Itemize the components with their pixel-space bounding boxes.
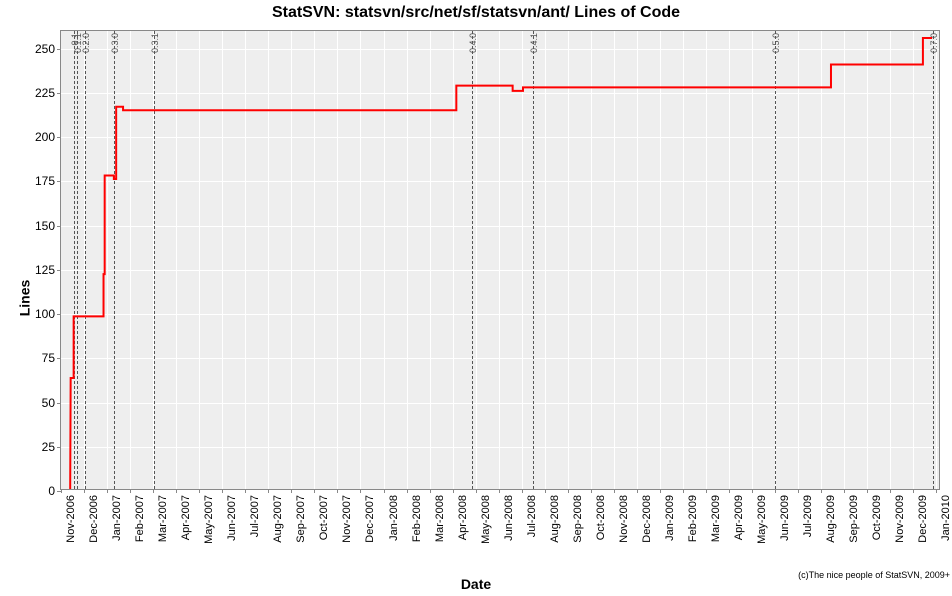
x-tick-mark [798,489,799,493]
x-tick-label: Oct-2007 [318,495,330,540]
x-tick-label: Jun-2009 [779,495,791,541]
x-tick-mark [844,489,845,493]
x-tick-label: Nov-2006 [65,495,77,543]
x-tick-mark [268,489,269,493]
x-tick-mark [314,489,315,493]
x-tick-mark [337,489,338,493]
x-tick-label: Jul-2009 [802,495,814,537]
x-tick-mark [430,489,431,493]
x-tick-mark [913,489,914,493]
x-tick-label: Oct-2008 [595,495,607,540]
x-tick-mark [867,489,868,493]
x-tick-mark [384,489,385,493]
x-tick-mark [84,489,85,493]
x-tick-mark [199,489,200,493]
y-tick-label: 175 [35,174,55,188]
x-tick-mark [890,489,891,493]
x-tick-label: Nov-2008 [618,495,630,543]
x-tick-label: Nov-2007 [341,495,353,543]
x-tick-label: Sep-2008 [572,495,584,543]
x-tick-mark [936,489,937,493]
x-tick-mark [637,489,638,493]
x-tick-label: Feb-2009 [687,495,699,542]
x-tick-label: Feb-2008 [411,495,423,542]
x-tick-mark [222,489,223,493]
x-tick-label: Sep-2007 [295,495,307,543]
x-tick-mark [545,489,546,493]
x-tick-label: Mar-2007 [157,495,169,542]
x-tick-mark [775,489,776,493]
x-tick-label: Feb-2007 [134,495,146,542]
x-tick-mark [107,489,108,493]
data-line [61,31,939,489]
y-tick-label: 50 [42,396,55,410]
x-tick-mark [752,489,753,493]
x-tick-label: May-2009 [756,495,768,544]
x-tick-mark [706,489,707,493]
x-tick-mark [153,489,154,493]
y-tick-label: 200 [35,130,55,144]
y-tick-label: 150 [35,219,55,233]
x-tick-label: Oct-2009 [871,495,883,540]
x-tick-mark [407,489,408,493]
x-tick-label: Dec-2008 [641,495,653,543]
footer-credit: (c)The nice people of StatSVN, 2009+ [798,570,950,580]
x-tick-mark [568,489,569,493]
x-tick-label: Jan-2008 [388,495,400,541]
y-tick-label: 75 [42,351,55,365]
x-tick-label: Aug-2008 [549,495,561,543]
plot-area: 0255075100125150175200225250Nov-2006Dec-… [60,30,940,490]
x-tick-label: Jan-2010 [940,495,952,541]
x-tick-label: Jun-2007 [226,495,238,541]
x-tick-label: May-2007 [203,495,215,544]
x-tick-label: Aug-2009 [825,495,837,543]
x-tick-label: Jan-2009 [664,495,676,541]
x-tick-label: Mar-2009 [710,495,722,542]
x-tick-label: Jan-2007 [111,495,123,541]
y-tick-label: 225 [35,86,55,100]
x-tick-label: Jul-2007 [249,495,261,537]
x-tick-mark [176,489,177,493]
x-tick-label: Apr-2008 [457,495,469,540]
x-tick-mark [453,489,454,493]
x-tick-label: Jul-2008 [526,495,538,537]
chart-container: StatSVN: statsvn/src/net/sf/statsvn/ant/… [0,0,952,596]
x-tick-mark [614,489,615,493]
x-tick-label: Jun-2008 [503,495,515,541]
y-tick-label: 100 [35,307,55,321]
x-tick-label: Mar-2008 [434,495,446,542]
y-axis-label: Lines [16,280,32,317]
x-tick-label: Dec-2006 [88,495,100,543]
x-tick-mark [729,489,730,493]
x-tick-mark [61,489,62,493]
y-tick-label: 0 [48,484,55,498]
y-tick-label: 25 [42,440,55,454]
x-tick-label: May-2008 [480,495,492,544]
x-tick-mark [499,489,500,493]
x-tick-label: Aug-2007 [272,495,284,543]
x-tick-mark [522,489,523,493]
x-tick-label: Nov-2009 [894,495,906,543]
x-tick-mark [476,489,477,493]
x-tick-label: Dec-2007 [364,495,376,543]
x-tick-mark [591,489,592,493]
x-tick-mark [821,489,822,493]
chart-title: StatSVN: statsvn/src/net/sf/statsvn/ant/… [0,4,952,22]
x-tick-mark [130,489,131,493]
x-tick-mark [660,489,661,493]
x-tick-label: Dec-2009 [917,495,929,543]
x-tick-mark [245,489,246,493]
x-tick-label: Sep-2009 [848,495,860,543]
y-tick-label: 250 [35,42,55,56]
x-tick-mark [291,489,292,493]
x-tick-label: Apr-2007 [180,495,192,540]
y-tick-label: 125 [35,263,55,277]
x-tick-mark [360,489,361,493]
x-tick-mark [683,489,684,493]
x-tick-label: Apr-2009 [733,495,745,540]
